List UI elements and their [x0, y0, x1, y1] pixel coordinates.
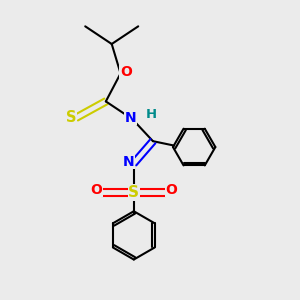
- Text: O: O: [120, 65, 132, 79]
- Text: S: S: [128, 185, 139, 200]
- Text: S: S: [66, 110, 76, 125]
- Text: N: N: [125, 111, 137, 124]
- Text: O: O: [166, 183, 177, 197]
- Text: O: O: [90, 183, 102, 197]
- Text: N: N: [123, 155, 134, 169]
- Text: H: H: [146, 108, 157, 121]
